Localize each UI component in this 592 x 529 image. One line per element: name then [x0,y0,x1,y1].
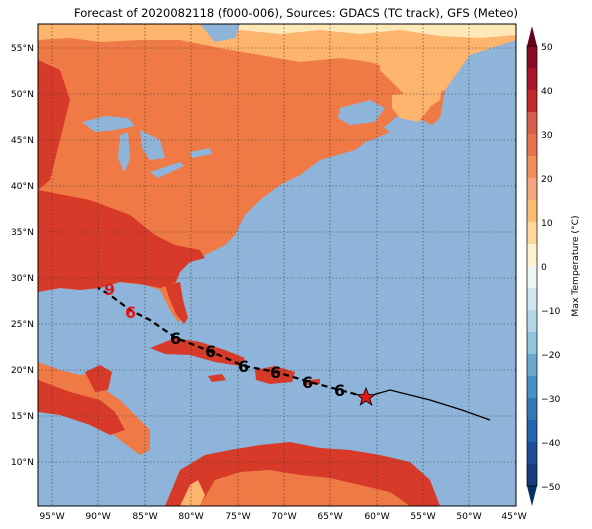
lat-label: 25°N [11,319,34,330]
hurricane-icon: 6 [125,303,136,322]
lat-label: 30°N [11,273,34,284]
colorbar-tick: 50 [541,42,553,53]
colorbar-label: Max Temperature (°C) [570,215,581,316]
colorbar-segment [527,112,537,134]
lake-huron [140,130,165,160]
hurricane-icon: 6 [302,373,313,392]
lon-label: 75°W [225,511,250,522]
lon-label: 90°W [85,511,110,522]
colorbar-segment [527,222,537,244]
colorbar-bottom-arrow [527,486,537,506]
map-frame [37,23,517,507]
lon-label: 70°W [271,511,296,522]
hurricane-icon: 6 [334,381,345,400]
colorbar-tick: −50 [541,482,561,493]
lat-label: 50°N [11,89,34,100]
lon-label: 45°W [501,511,526,522]
lon-label: 60°W [364,511,389,522]
tropical-storm-icon: 9 [104,280,115,299]
lat-label: 45°N [11,135,34,146]
grid-lines [38,24,516,506]
nova-scotia [350,125,390,142]
florida-peninsula [165,282,188,324]
hurricane-icon: 6 [170,329,181,348]
hurricane-icon: 6 [238,357,249,376]
colorbar-tick: 40 [541,86,553,97]
colorbar-tick: 20 [541,174,553,185]
map-area: 9 6 6 6 6 6 6 6 [38,24,516,506]
lake-ontario [190,148,212,158]
jamaica-island [208,374,226,382]
colorbar-segment [527,46,537,68]
cuba-island [150,338,245,366]
newfoundland [392,92,430,122]
colorbar-segment [527,134,537,156]
colorbar-tick: −30 [541,394,561,405]
lat-label: 35°N [11,227,34,238]
colorbar-segment [527,332,537,354]
colorbar-segment [527,200,537,222]
colorbar-tick: 10 [541,218,553,229]
gulf-of-st-lawrence [338,100,385,125]
colorbar-segment [527,90,537,112]
lat-label: 40°N [11,181,34,192]
lake-michigan [118,132,130,172]
colorbar: 50 40 30 20 10 0 −10 −20 −30 −40 −50 Max… [526,26,581,506]
longitude-labels: 95°W 90°W 85°W 80°W 75°W 70°W 65°W 60°W … [39,511,526,522]
storm-markers: 9 6 6 6 6 6 6 6 [104,280,345,400]
colorbar-segment [527,420,537,442]
andes-mild [180,480,205,506]
colorbar-tick: −20 [541,350,561,361]
colorbar-segment [527,178,537,200]
lake-erie [150,162,184,178]
lake-superior [82,116,135,132]
forecast-track-past [365,389,491,421]
colorbar-segment [527,266,537,288]
colorbar-tick: 0 [541,262,547,273]
lon-label: 55°W [410,511,435,522]
yucatan-peninsula [85,365,112,392]
colorbar-segment [527,354,537,376]
lon-label: 80°W [178,511,203,522]
colorbar-segment [527,310,537,332]
lon-label: 85°W [132,511,157,522]
lat-label: 10°N [11,457,34,468]
south-america-warm [200,470,410,506]
forecast-track-future [97,287,367,399]
colorbar-segment [527,398,537,420]
lon-label: 95°W [39,511,64,522]
southern-us-hot-region [38,190,205,292]
colorbar-segment [527,68,537,90]
lon-label: 65°W [317,511,342,522]
colorbar-tick: 30 [541,130,553,141]
colorbar-top-arrow [527,26,537,46]
lat-label: 20°N [11,365,34,376]
northern-cool-region [220,24,516,38]
labrador-mild-region [380,40,445,110]
colorbar-segment [527,156,537,178]
colorbar-segment [527,244,537,266]
colorbar-segment [527,442,537,464]
hudson-bay-edge [200,24,240,42]
west-hot-region [38,60,70,190]
colorbar-ticks: 50 40 30 20 10 0 −10 −20 −30 −40 −50 [541,42,561,493]
hurricane-icon: 6 [205,342,216,361]
lat-label: 55°N [11,43,34,54]
colorbar-tick: −40 [541,438,561,449]
lon-label: 50°W [456,511,481,522]
map-title: Forecast of 2020082118 (f000-006), Sourc… [74,6,518,20]
current-position-star-icon [355,386,377,406]
central-america-hot [38,380,125,435]
latitude-labels: 55°N 50°N 45°N 40°N 35°N 30°N 25°N 20°N … [11,43,34,468]
colorbar-segment [527,376,537,398]
colorbar-tick: −10 [541,306,561,317]
colorbar-segment [527,288,537,310]
hurricane-icon: 6 [270,363,281,382]
lat-label: 15°N [11,411,34,422]
colorbar-segment [527,464,537,486]
